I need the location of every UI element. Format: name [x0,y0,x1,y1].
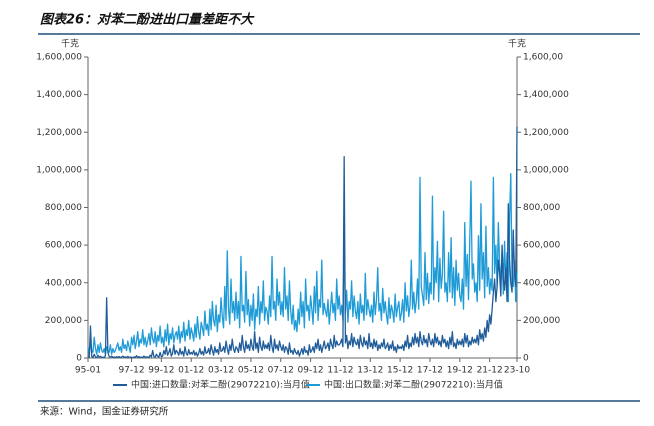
x-tick-label: 95-01 [75,366,101,376]
y-tick-label: 1,400,000 [36,90,82,100]
x-tick-label: 07-12 [268,366,294,376]
legend-label: 中国:进口数量:对苯二酚(29072210):当月值 [131,379,310,391]
y-tick-label: 1,600,000 [36,53,82,63]
x-tick-label: 09-12 [298,366,324,376]
x-tick-label: 05-12 [238,366,264,376]
y2-tick-label: 400,000 [523,278,560,288]
series-line [87,126,518,359]
x-tick-label: 19-12 [447,366,473,376]
y-tick-label: 1,000,000 [36,165,82,175]
chart-title: 图表26：对苯二酚进出口量差距不大 [40,12,255,28]
x-tick-label: 01-12 [178,366,204,376]
x-tick-label: 99-12 [148,366,174,376]
y2-tick-label: 1,400,000 [523,90,569,100]
y-tick-label: 200,000 [45,316,82,326]
y-tick-label: 400,000 [45,278,82,288]
y2-tick-label: 200,000 [523,316,560,326]
y2-tick-label: 1,000,000 [523,165,569,175]
y-tick-label: 0 [76,354,82,364]
y2-tick-label: 1,600,00 [523,53,563,63]
x-tick-label: 13-12 [357,366,383,376]
y2-tick-label: 600,000 [523,241,560,251]
y2-tick-label: 0 [523,354,529,364]
x-tick-label: 97-12 [118,366,144,376]
x-tick-label: 17-12 [417,366,443,376]
legend-label: 中国:出口数量:对苯二酚(29072210):当月值 [324,379,503,391]
x-tick-label: 15-12 [387,366,413,376]
y2-unit: 千克 [508,39,526,50]
y2-tick-label: 800,000 [523,203,560,213]
y-tick-label: 600,000 [45,241,82,251]
source: 来源：Wind，国金证券研究所 [40,406,169,418]
y-tick-label: 800,000 [45,203,82,213]
x-tick-label: 21-12 [477,366,503,376]
y2-tick-label: 1,200,000 [523,128,569,138]
y-unit: 千克 [61,39,79,50]
y-tick-label: 1,200,000 [36,128,82,138]
x-tick-label: 03-12 [208,366,234,376]
x-tick-label: 23-10 [504,366,530,376]
x-tick-label: 11-12 [327,366,353,376]
series-line [87,172,518,355]
